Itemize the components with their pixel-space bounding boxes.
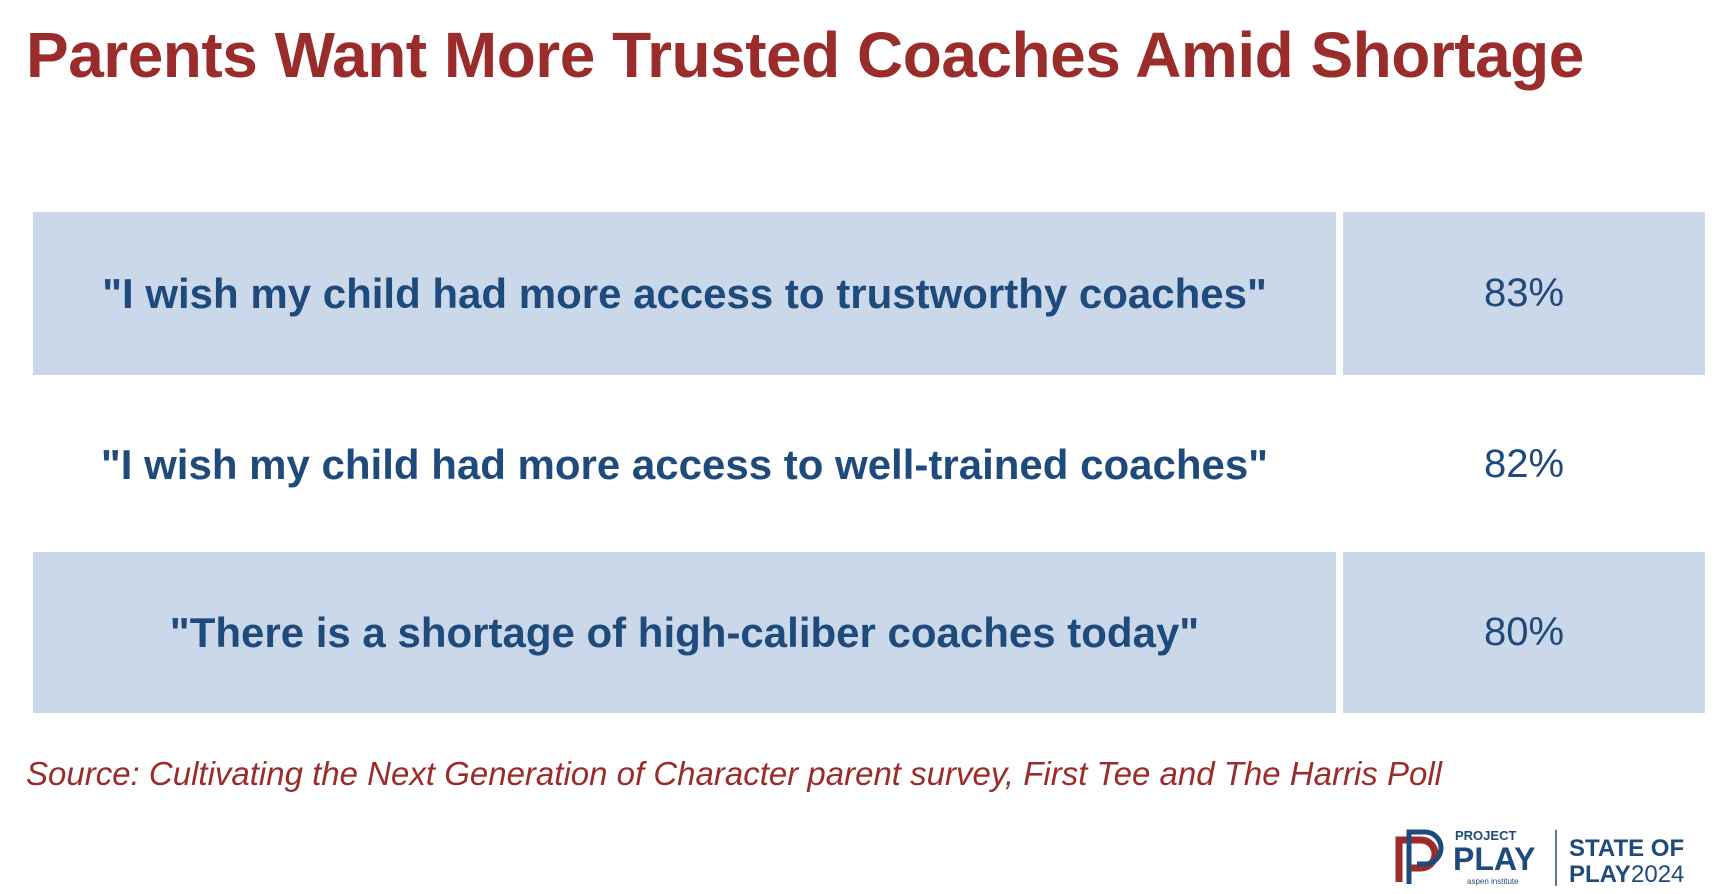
percent-cell: 82% [1483,442,1565,486]
logo-state-of: STATE OF [1569,835,1684,862]
logo: PROJECT PLAY aspen institute STATE OF PL… [1395,828,1684,888]
logo-project: PROJECT [1455,828,1516,843]
percent-cell: 83% [1343,212,1705,375]
statement-cell: "I wish my child had more access to trus… [33,212,1336,375]
percent-cell: 80% [1343,552,1705,713]
statement-cell: "There is a shortage of high-caliber coa… [33,552,1336,713]
logo-play: PLAY [1453,841,1535,877]
logo-aspen: aspen institute [1467,877,1519,886]
statement-cell: "I wish my child had more access to well… [100,440,1269,488]
title: Parents Want More Trusted Coaches Amid S… [26,19,1584,91]
logo-state-play: PLAY [1569,861,1631,888]
source-note: Source: Cultivating the Next Generation … [26,755,1442,792]
logo-year: 2024 [1631,861,1684,888]
logo-icon [1395,829,1444,884]
